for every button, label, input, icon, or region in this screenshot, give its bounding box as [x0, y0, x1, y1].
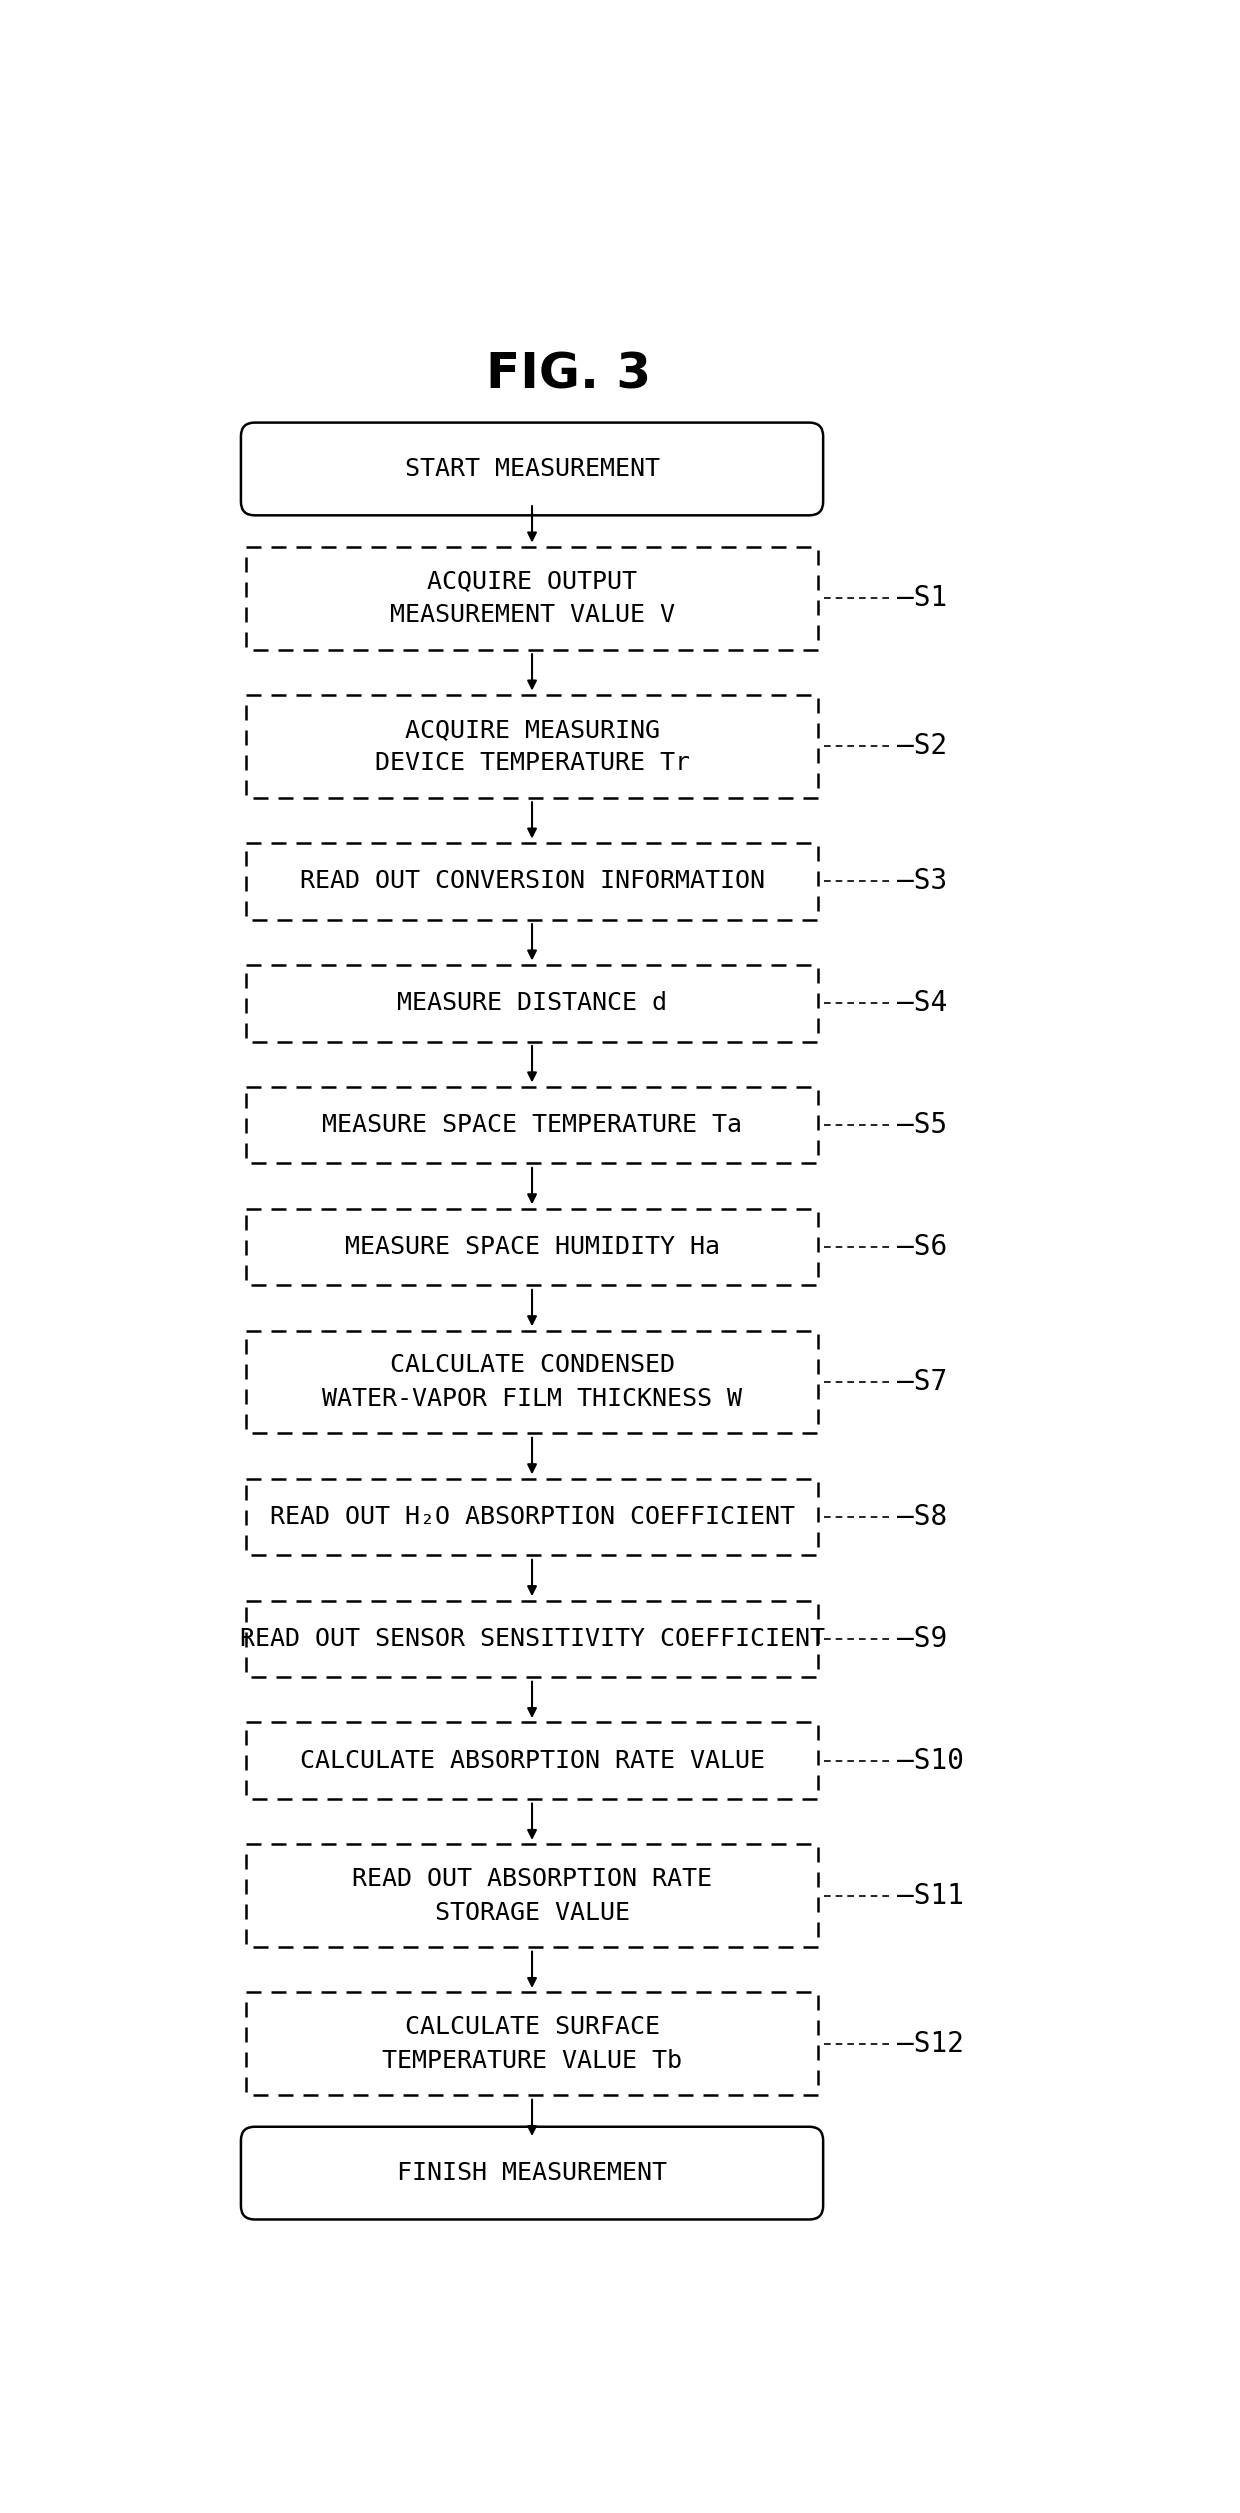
Text: —S8: —S8	[897, 1503, 947, 1530]
Text: ACQUIRE MEASURING
DEVICE TEMPERATURE Tr: ACQUIRE MEASURING DEVICE TEMPERATURE Tr	[374, 719, 689, 774]
Bar	[247, 548, 817, 651]
Text: —S9: —S9	[897, 1626, 947, 1654]
FancyBboxPatch shape	[241, 2126, 823, 2219]
Text: READ OUT SENSOR SENSITIVITY COEFFICIENT: READ OUT SENSOR SENSITIVITY COEFFICIENT	[239, 1626, 825, 1651]
Text: —S11: —S11	[897, 1882, 963, 1910]
Bar	[247, 1601, 817, 1676]
Text: MEASURE SPACE HUMIDITY Ha: MEASURE SPACE HUMIDITY Ha	[345, 1234, 719, 1259]
Text: CALCULATE CONDENSED
WATER-VAPOR FILM THICKNESS W: CALCULATE CONDENSED WATER-VAPOR FILM THI…	[322, 1352, 742, 1410]
Bar	[247, 842, 817, 920]
Bar	[247, 696, 817, 797]
Text: —S2: —S2	[897, 731, 947, 761]
Text: —S10: —S10	[897, 1747, 963, 1774]
Text: —S12: —S12	[897, 2031, 963, 2058]
Text: MEASURE SPACE TEMPERATURE Ta: MEASURE SPACE TEMPERATURE Ta	[322, 1113, 742, 1136]
Bar	[247, 1478, 817, 1556]
Text: CALCULATE ABSORPTION RATE VALUE: CALCULATE ABSORPTION RATE VALUE	[300, 1749, 765, 1772]
Text: —S1: —S1	[897, 586, 947, 613]
Text: —S7: —S7	[897, 1367, 947, 1397]
Text: FIG. 3: FIG. 3	[486, 352, 651, 400]
Text: READ OUT CONVERSION INFORMATION: READ OUT CONVERSION INFORMATION	[300, 869, 765, 892]
Text: READ OUT ABSORPTION RATE
STORAGE VALUE: READ OUT ABSORPTION RATE STORAGE VALUE	[352, 1867, 712, 1925]
Text: CALCULATE SURFACE
TEMPERATURE VALUE Tb: CALCULATE SURFACE TEMPERATURE VALUE Tb	[382, 2015, 682, 2073]
Bar	[247, 1329, 817, 1432]
Text: —S5: —S5	[897, 1111, 947, 1138]
Bar	[247, 1993, 817, 2096]
Text: —S4: —S4	[897, 990, 947, 1018]
Text: —S3: —S3	[897, 867, 947, 895]
Bar	[247, 1721, 817, 1799]
FancyBboxPatch shape	[241, 422, 823, 515]
Text: —S6: —S6	[897, 1234, 947, 1262]
Text: READ OUT H₂O ABSORPTION COEFFICIENT: READ OUT H₂O ABSORPTION COEFFICIENT	[269, 1505, 795, 1528]
Text: MEASURE DISTANCE d: MEASURE DISTANCE d	[397, 990, 667, 1015]
Text: START MEASUREMENT: START MEASUREMENT	[404, 457, 660, 480]
Bar	[247, 965, 817, 1040]
Bar	[247, 1845, 817, 1948]
Bar	[247, 1209, 817, 1284]
Text: ACQUIRE OUTPUT
MEASUREMENT VALUE V: ACQUIRE OUTPUT MEASUREMENT VALUE V	[389, 570, 675, 628]
Text: FINISH MEASUREMENT: FINISH MEASUREMENT	[397, 2161, 667, 2186]
Bar	[247, 1086, 817, 1164]
